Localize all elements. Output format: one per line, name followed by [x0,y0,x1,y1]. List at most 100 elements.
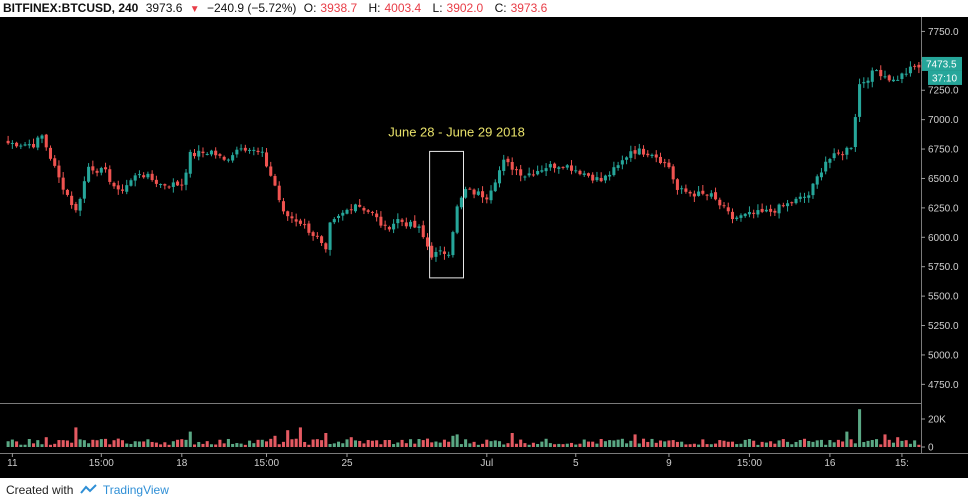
volume-bar [667,440,671,447]
candle-body [281,201,285,212]
volume-bar [709,444,713,447]
volume-bar [654,442,658,447]
volume-bar [726,441,730,447]
candle-body [760,208,764,212]
volume-bar [438,442,442,447]
time-tick-label: 15:00 [254,458,279,469]
candle-body [264,152,269,167]
candle-body [582,173,586,175]
candle-body [392,223,396,230]
candle-body [192,152,197,157]
candle-body [290,216,294,219]
volume-bar [383,440,387,447]
volume-bar [358,440,362,447]
candle-body [180,184,184,186]
volume-bar [430,442,434,447]
volume-bar [553,444,557,447]
candle-body [146,173,150,178]
last-price-tag: 7473.5 37:10 [922,56,962,85]
candle-body [523,176,527,178]
volume-bar [396,442,400,447]
candle-body [671,166,675,180]
candle-body [298,220,302,224]
candle-body [680,188,684,190]
candle-body [294,219,298,222]
volume-bar [375,440,379,447]
down-arrow-icon: ▼ [189,4,200,15]
candle-body [730,211,735,220]
candle-body [353,204,358,212]
candle-body [481,191,485,198]
candle-body [667,162,671,168]
volume-bar [294,438,298,447]
candle-body [248,149,252,151]
volume-bar [129,443,133,447]
volume-bar [798,440,802,447]
volume-tick-label: 20K [928,415,946,426]
candle-body [226,159,230,161]
volume-bar [167,444,171,447]
volume-bar [74,427,78,447]
candle-body [375,213,379,218]
candle-body [709,193,713,197]
candle-body [345,209,349,214]
candle-body [303,224,307,226]
volume-bar [235,443,239,447]
candle-body [425,237,430,247]
volume-bar [574,444,578,447]
volume-bar [671,440,675,447]
volume-bar [19,444,23,447]
price-chart[interactable]: 7750.07500.07250.07000.06750.06500.06250… [0,17,968,478]
volume-bar [642,438,646,447]
volume-bar [523,443,527,447]
candle-body [514,169,518,171]
price-axis[interactable]: 7750.07500.07250.07000.06750.06500.06250… [921,27,959,391]
volume-bar [218,439,222,447]
candle-body [917,64,921,68]
volume-bar [815,440,819,447]
candle-body [586,173,590,176]
candle-body [485,197,489,200]
candle-body [824,161,828,172]
volume-bar [91,439,95,447]
candle-body [608,174,612,177]
volume-bar [468,443,472,447]
candle-body [493,182,497,192]
volume-bar [519,439,523,447]
candle-body [44,134,48,148]
volume-bar [201,443,205,447]
time-tick-label: 5 [573,458,579,469]
volume-bar [680,441,684,447]
candle-body [603,175,607,181]
volume-bar [612,440,616,447]
volume-bar [493,440,497,447]
tradingview-brand[interactable]: TradingView [102,483,169,497]
volume-bar [608,440,612,447]
chart-area[interactable] [0,0,968,478]
candle-body [23,144,27,146]
volume-bar [764,442,768,447]
volume-bar [658,440,663,447]
time-tick-label: 16 [824,458,836,469]
candle-body [468,188,472,190]
candle-body [231,155,235,161]
volume-bar [705,444,709,447]
volume-bar [137,441,141,447]
volume-bar [841,441,845,447]
candle-body [125,185,129,192]
candle-body [675,179,679,190]
volume-bar [845,431,849,447]
volume-bar [298,427,302,447]
time-tick-label: 15:00 [89,458,114,469]
candle-body [497,170,502,184]
volume-bar [836,439,840,447]
candle-body [341,212,345,216]
volume-bar [701,439,705,447]
price-tick-label: 7000.0 [928,115,959,126]
volume-bar [142,441,146,447]
volume-bar [620,438,624,447]
candle-body [684,188,688,192]
time-axis[interactable]: 11 15:00 18 15:00 25 Jul 5 9 15:00 16 15: [7,453,909,469]
candle-body [277,185,281,201]
candle-body [383,224,387,226]
